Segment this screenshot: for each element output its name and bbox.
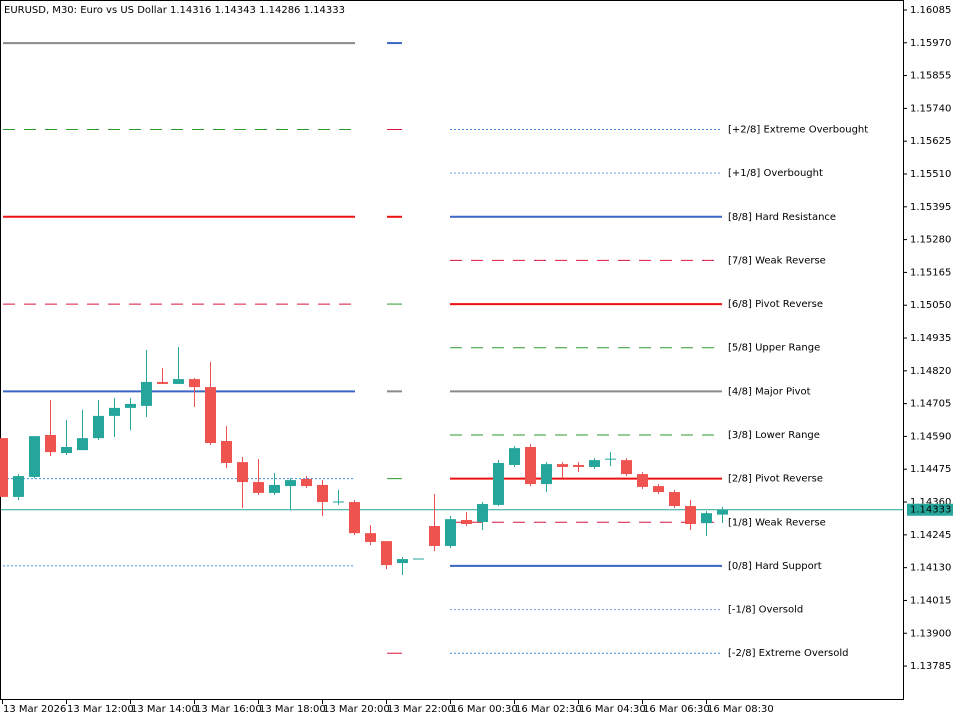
y-tick-label: 1.15855 bbox=[910, 71, 951, 82]
plot-frame bbox=[0, 0, 904, 700]
x-tick-label: 13 Mar 16:00 bbox=[195, 704, 262, 715]
chart-title: EURUSD, M30: Euro vs US Dollar 1.14316 1… bbox=[4, 5, 345, 16]
level-label: [+2/8] Extreme Overbought bbox=[728, 125, 868, 136]
y-tick-label: 1.15625 bbox=[910, 136, 951, 147]
candle-body bbox=[525, 446, 536, 485]
y-tick-label: 1.15510 bbox=[910, 169, 951, 180]
candle-body bbox=[541, 464, 552, 485]
candle-body bbox=[221, 440, 232, 463]
candle-body bbox=[269, 484, 280, 493]
candle-body bbox=[685, 506, 696, 525]
x-tick-label: 13 Mar 2026 bbox=[3, 704, 66, 715]
candle-body bbox=[589, 460, 600, 467]
y-tick-label: 1.13900 bbox=[910, 628, 951, 639]
candle-body bbox=[413, 558, 424, 560]
candle-body bbox=[365, 533, 376, 542]
candle-body bbox=[477, 504, 488, 523]
x-tick-label: 13 Mar 12:00 bbox=[67, 704, 134, 715]
candle-body bbox=[317, 484, 328, 503]
x-tick-label: 13 Mar 22:00 bbox=[387, 704, 454, 715]
level-label: [1/8] Weak Reverse bbox=[728, 517, 826, 528]
candle-body bbox=[397, 559, 408, 564]
candle-body bbox=[333, 501, 344, 503]
candle-body bbox=[141, 381, 152, 406]
y-tick-label: 1.15740 bbox=[910, 103, 951, 114]
candle-body bbox=[237, 462, 248, 483]
y-tick-label: 1.14015 bbox=[910, 595, 951, 606]
x-tick-label: 16 Mar 08:30 bbox=[707, 704, 774, 715]
level-label: [6/8] Pivot Reverse bbox=[728, 299, 823, 310]
candle-body bbox=[29, 436, 40, 477]
candle-body bbox=[349, 502, 360, 534]
level-label: [+1/8] Overbought bbox=[728, 168, 823, 179]
candle-body bbox=[445, 519, 456, 546]
y-tick-label: 1.15970 bbox=[910, 38, 951, 49]
candle-body bbox=[381, 541, 392, 566]
candle-body bbox=[557, 464, 568, 467]
y-tick-label: 1.13785 bbox=[910, 661, 951, 672]
last-price-label: 1.14333 bbox=[910, 505, 951, 516]
y-tick-label: 1.15280 bbox=[910, 235, 951, 246]
candle-body bbox=[621, 460, 632, 475]
level-label: [0/8] Hard Support bbox=[728, 561, 822, 572]
candle-body bbox=[13, 476, 24, 497]
candle-body bbox=[109, 407, 120, 416]
y-tick-label: 1.16085 bbox=[910, 5, 951, 16]
candle-body bbox=[189, 379, 200, 388]
candle-body bbox=[573, 464, 584, 467]
x-tick-label: 16 Mar 00:30 bbox=[451, 704, 518, 715]
level-label: [5/8] Upper Range bbox=[728, 343, 820, 354]
candle-body bbox=[93, 415, 104, 439]
level-label: [8/8] Hard Resistance bbox=[728, 212, 836, 223]
y-tick-label: 1.14245 bbox=[910, 530, 951, 541]
level-label: [7/8] Weak Reverse bbox=[728, 255, 826, 266]
candle-body bbox=[637, 474, 648, 487]
candle-body bbox=[173, 379, 184, 384]
candle-body bbox=[509, 448, 520, 465]
level-label: [-1/8] Oversold bbox=[728, 605, 803, 616]
candle-body bbox=[717, 509, 728, 515]
candle-body bbox=[461, 520, 472, 525]
level-label: [2/8] Pivot Reverse bbox=[728, 474, 823, 485]
candle-body bbox=[0, 438, 8, 497]
y-tick-label: 1.14475 bbox=[910, 464, 951, 475]
level-label: [4/8] Major Pivot bbox=[728, 386, 811, 397]
x-tick-label: 13 Mar 14:00 bbox=[131, 704, 198, 715]
candle-body bbox=[45, 435, 56, 453]
candle-body bbox=[205, 387, 216, 443]
y-tick-label: 1.14590 bbox=[910, 431, 951, 442]
candle-body bbox=[493, 462, 504, 505]
x-tick-label: 16 Mar 02:30 bbox=[515, 704, 582, 715]
x-tick-label: 16 Mar 06:30 bbox=[643, 704, 710, 715]
candle-body bbox=[301, 478, 312, 487]
y-tick-label: 1.14705 bbox=[910, 399, 951, 410]
y-tick-label: 1.14820 bbox=[910, 366, 951, 377]
candle-body bbox=[669, 492, 680, 507]
candle-body bbox=[61, 446, 72, 453]
y-tick-label: 1.14935 bbox=[910, 333, 951, 344]
candle-body bbox=[701, 513, 712, 524]
level-label: [-2/8] Extreme Oversold bbox=[728, 648, 848, 659]
candle-body bbox=[429, 525, 440, 546]
y-tick-label: 1.15050 bbox=[910, 300, 951, 311]
candle-body bbox=[653, 486, 664, 493]
level-label: [3/8] Lower Range bbox=[728, 430, 820, 441]
x-tick-label: 13 Mar 20:00 bbox=[323, 704, 390, 715]
y-tick-label: 1.15165 bbox=[910, 267, 951, 278]
candle-body bbox=[125, 403, 136, 408]
y-tick-label: 1.14360 bbox=[910, 497, 951, 508]
candle-body bbox=[605, 458, 616, 460]
y-tick-label: 1.15395 bbox=[910, 202, 951, 213]
candle-body bbox=[285, 480, 296, 487]
candle-body bbox=[77, 438, 88, 451]
x-tick-label: 16 Mar 04:30 bbox=[579, 704, 646, 715]
candle-body bbox=[157, 381, 168, 384]
last-price-box bbox=[907, 503, 953, 516]
candle-body bbox=[253, 482, 264, 493]
y-tick-label: 1.14130 bbox=[910, 563, 951, 574]
x-tick-label: 13 Mar 18:00 bbox=[259, 704, 326, 715]
